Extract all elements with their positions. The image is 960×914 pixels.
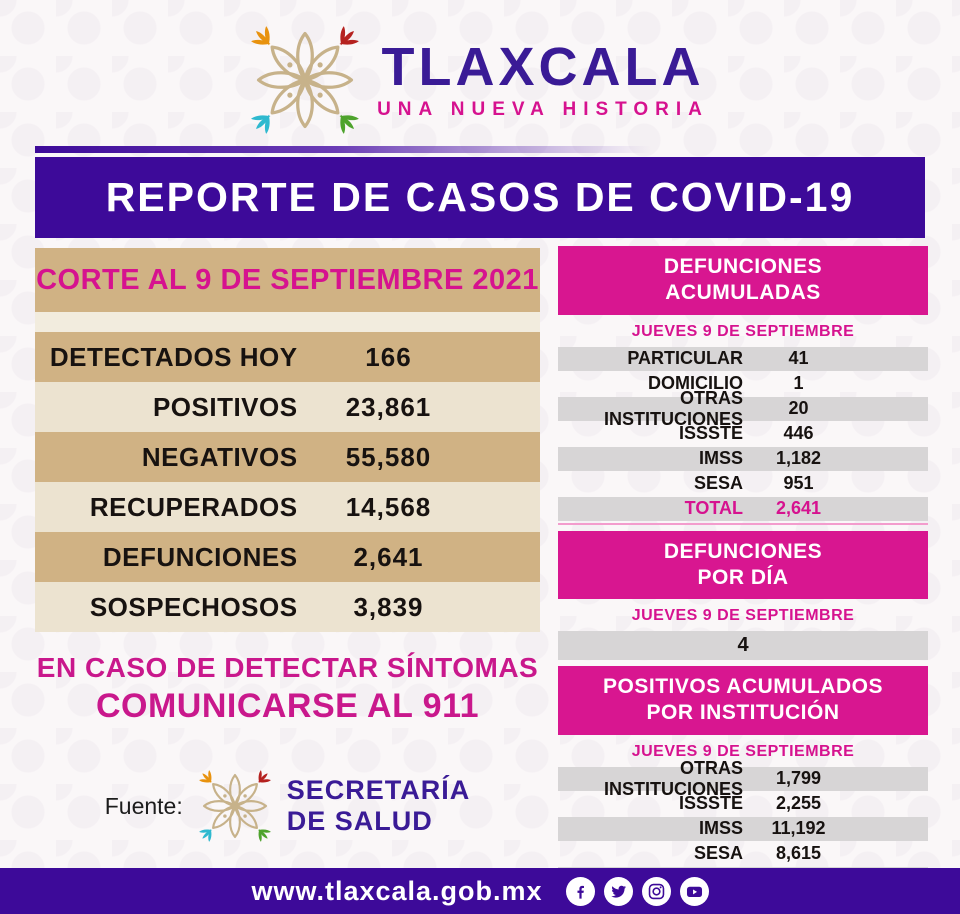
panel-title-line1: DEFUNCIONES (663, 539, 823, 563)
row-label: TOTAL (684, 498, 743, 518)
report-title-banner: REPORTE DE CASOS DE COVID-19 (35, 157, 925, 238)
table-row: PARTICULAR 41 (558, 346, 928, 371)
table-row: OTRAS INSTITUCIONES 1,799 (558, 758, 928, 799)
row-label: SOSPECHOSOS (89, 591, 298, 622)
row-value: 14,568 (345, 491, 432, 522)
facebook-icon[interactable] (565, 876, 595, 906)
table-spacer (35, 312, 540, 332)
table-row: DETECTADOS HOY 166 (35, 332, 540, 382)
brand-name: TLAXCALA (381, 36, 705, 97)
panel-header: POSITIVOS ACUMULADOS POR INSTITUCIÓN (558, 666, 928, 735)
twitter-icon[interactable] (603, 876, 633, 906)
panel-title-line1: POSITIVOS ACUMULADOS (603, 675, 883, 698)
panel-title-line2: POR DÍA (697, 565, 789, 589)
table-row: IMSS 1,182 (558, 446, 928, 471)
row-label: PARTICULAR (627, 348, 743, 368)
row-label: OTRAS INSTITUCIONES (603, 757, 743, 799)
row-label: ISSSTE (678, 423, 743, 443)
source-name: SECRETARÍA DE SALUD (287, 775, 471, 837)
instagram-icon[interactable] (641, 876, 671, 906)
source-block: Fuente: SECRETARÍA DE SALUD (35, 770, 540, 842)
table-row: DEFUNCIONES 2,641 (35, 532, 540, 582)
panel-positives-by-institution: POSITIVOS ACUMULADOS POR INSTITUCIÓN JUE… (558, 666, 928, 891)
panel-deaths-accumulated: DEFUNCIONES ACUMULADAS JUEVES 9 DE SEPTI… (558, 246, 928, 525)
panel-header: DEFUNCIONES ACUMULADAS (558, 246, 928, 315)
row-value: 11,192 (771, 818, 826, 838)
deaths-per-day-value: 4 (558, 631, 928, 660)
row-value: 1 (793, 373, 804, 393)
row-label: RECUPERADOS (89, 491, 298, 522)
row-label: ISSSTE (678, 793, 743, 813)
detail-panels: DEFUNCIONES ACUMULADAS JUEVES 9 DE SEPTI… (558, 246, 928, 897)
panel-deaths-per-day: DEFUNCIONES POR DÍA JUEVES 9 DE SEPTIEMB… (558, 530, 928, 660)
notice-line2: COMUNICARSE AL 911 (95, 687, 480, 725)
row-label: DOMICILIO (648, 373, 743, 393)
table-row: OTRAS INSTITUCIONES 20 (558, 388, 928, 429)
secretaria-flower-icon (199, 770, 271, 842)
website-url[interactable]: www.tlaxcala.gob.mx (251, 875, 543, 906)
row-value: 951 (783, 473, 814, 493)
source-label: Fuente: (104, 792, 183, 819)
source-name-line2: DE SALUD (286, 806, 433, 836)
table-row: ISSSTE 446 (558, 422, 928, 446)
row-label: DETECTADOS HOY (49, 341, 298, 372)
summary-panel: CORTE AL 9 DE SEPTIEMBRE 2021 DETECTADOS… (35, 248, 540, 842)
notice-line1: EN CASO DE DETECTAR SÍNTOMAS (36, 652, 539, 683)
youtube-icon[interactable] (679, 876, 709, 906)
row-value: 446 (783, 423, 814, 443)
table-row: IMSS 11,192 (558, 816, 928, 841)
panel-underline (558, 522, 928, 525)
row-value: 2,641 (353, 541, 424, 572)
source-name-line1: SECRETARÍA (286, 774, 471, 805)
row-value: 55,580 (345, 441, 432, 472)
table-row: SESA 8,615 (558, 842, 928, 866)
row-value: 2,255 (775, 793, 822, 813)
table-row: SOSPECHOSOS 3,839 (35, 582, 540, 632)
brand-text: TLAXCALA UNA NUEVA HISTORIA (377, 36, 709, 122)
row-value: 41 (788, 348, 809, 368)
panel-header: DEFUNCIONES POR DÍA (558, 530, 928, 599)
brand-tagline: UNA NUEVA HISTORIA (377, 99, 709, 121)
panel-title-line2: ACUMULADAS (665, 281, 821, 305)
row-value: 8,615 (775, 843, 822, 863)
row-label: DEFUNCIONES (102, 541, 298, 572)
row-value: 1,182 (775, 448, 822, 468)
row-value: 20 (788, 398, 809, 418)
row-label: IMSS (698, 818, 743, 838)
row-value: 1,799 (775, 768, 822, 788)
row-value: 23,861 (345, 391, 432, 422)
row-label: SESA (693, 843, 743, 863)
panel-title-line1: DEFUNCIONES (663, 255, 823, 278)
row-value: 3,839 (353, 591, 424, 622)
table-row: NEGATIVOS 55,580 (35, 432, 540, 482)
table-row: POSITIVOS 23,861 (35, 382, 540, 432)
row-label: IMSS (698, 448, 743, 468)
row-value: 2,641 (775, 498, 822, 518)
row-label: OTRAS INSTITUCIONES (603, 387, 743, 429)
cutoff-date-header: CORTE AL 9 DE SEPTIEMBRE 2021 (35, 248, 540, 312)
brand-header: TLAXCALA UNA NUEVA HISTORIA (0, 18, 960, 142)
row-label: SESA (693, 473, 743, 493)
row-label: POSITIVOS (152, 391, 298, 422)
row-value: 166 (365, 341, 412, 372)
tlaxcala-flower-icon (251, 26, 359, 134)
panel-title-line2: POR INSTITUCIÓN (646, 701, 840, 725)
table-row: DOMICILIO 1 (558, 372, 928, 396)
panel-date: JUEVES 9 DE SEPTIEMBRE (631, 742, 855, 760)
panel-date: JUEVES 9 DE SEPTIEMBRE (631, 607, 855, 624)
panel-date: JUEVES 9 DE SEPTIEMBRE (631, 322, 855, 340)
table-row: SESA 951 (558, 472, 928, 496)
footer-bar: www.tlaxcala.gob.mx (0, 868, 960, 914)
row-label: NEGATIVOS (141, 441, 298, 472)
symptoms-notice: EN CASO DE DETECTAR SÍNTOMAS COMUNICARSE… (35, 652, 540, 726)
table-row: RECUPERADOS 14,568 (35, 482, 540, 532)
table-row-total: TOTAL 2,641 (558, 496, 928, 521)
table-row: ISSSTE 2,255 (558, 792, 928, 816)
divider-gradient (35, 146, 705, 153)
